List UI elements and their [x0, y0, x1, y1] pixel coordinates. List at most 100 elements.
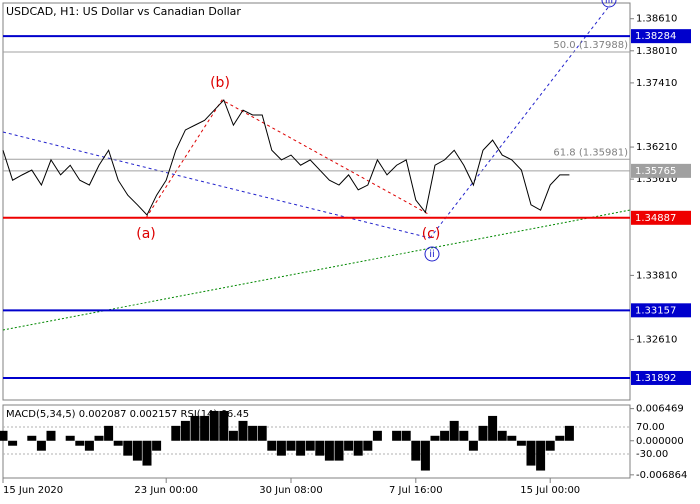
macd-bar	[353, 440, 363, 456]
macd-bar	[459, 430, 469, 441]
level-label: 1.33157	[635, 305, 676, 316]
macd-bar	[257, 425, 267, 441]
macd-bar	[488, 415, 498, 441]
level-label-box	[631, 303, 691, 318]
x-tick-label: 7 Jul 16:00	[389, 485, 443, 496]
y2-tick-label: 70.00	[636, 422, 665, 433]
wave-label: (a)	[136, 226, 156, 242]
indicator-title: MACD(5,34,5) 0.002087 0.002157 RSI(14) 6…	[6, 409, 249, 420]
y-tick-label: 1.38010	[636, 46, 677, 57]
macd-bar	[334, 440, 344, 461]
macd-bar	[555, 435, 565, 441]
y-tick-label: 1.33810	[636, 270, 677, 281]
macd-bar	[564, 425, 574, 441]
indicator-frame	[2, 404, 631, 479]
wave-label: (c)	[422, 226, 441, 242]
macd-bar	[267, 440, 277, 451]
macd-bar	[411, 440, 421, 461]
y-tick-label: 0.006469	[636, 404, 684, 415]
macd-bar	[507, 435, 517, 441]
price-line	[2, 99, 570, 216]
main-frame	[2, 2, 631, 401]
macd-bar	[344, 440, 354, 451]
y-tick-label: 1.36210	[636, 142, 677, 153]
macd-bar	[526, 440, 536, 466]
macd-bar	[219, 410, 229, 441]
y-tick-label: -0.006864	[636, 470, 687, 481]
chart-title: USDCAD, H1: US Dollar vs Canadian Dollar	[6, 5, 241, 18]
level-label: 1.31892	[635, 373, 676, 384]
level-label-box	[631, 163, 691, 178]
wave-label: ii	[429, 249, 435, 260]
macd-bar	[324, 440, 334, 461]
macd-bar	[209, 410, 219, 441]
macd-bar	[468, 440, 478, 451]
fib-label: 50.0 (1.37988)	[553, 40, 628, 51]
macd-bar	[401, 430, 411, 441]
level-label-box	[631, 29, 691, 44]
macd-bar	[478, 425, 488, 441]
y2-tick-label: -30.00	[636, 449, 668, 460]
macd-bar	[440, 430, 450, 441]
y-tick-label: 0.000000	[636, 436, 684, 447]
level-label: 1.38284	[635, 31, 676, 42]
macd-bar	[497, 430, 507, 441]
macd-bar	[180, 420, 190, 441]
wave-label: iii	[605, 0, 613, 6]
macd-bar	[65, 435, 75, 441]
macd-bar	[123, 440, 133, 456]
macd-bar	[75, 440, 85, 446]
macd-bar	[94, 435, 104, 441]
x-tick-label: 15 Jul 00:00	[520, 485, 580, 496]
macd-bar	[46, 430, 56, 441]
macd-bar	[305, 440, 315, 451]
macd-bar	[190, 415, 200, 441]
macd-bar	[152, 440, 162, 451]
macd-bar	[171, 425, 181, 441]
macd-bar	[142, 440, 152, 466]
macd-bar	[200, 415, 210, 441]
wave-circle	[424, 246, 440, 262]
x-tick-label: 15 Jun 2020	[3, 485, 63, 496]
macd-bar	[363, 440, 373, 451]
macd-bar	[36, 440, 46, 451]
level-label: 1.34887	[635, 213, 676, 224]
macd-bar	[430, 435, 440, 441]
macd-bar	[372, 430, 382, 441]
level-label: 1.35765	[635, 166, 676, 177]
macd-bar	[545, 440, 555, 451]
macd-bar	[27, 435, 37, 441]
macd-bar	[315, 440, 325, 456]
y-tick-label: 1.35610	[636, 174, 677, 185]
macd-bar	[132, 440, 142, 461]
wave-line	[429, 4, 611, 239]
y-tick-label: 1.37410	[636, 78, 677, 89]
macd-bar	[536, 440, 546, 471]
macd-bar	[238, 420, 248, 441]
moving-average	[2, 209, 631, 331]
y-tick-label: 1.38610	[636, 14, 677, 25]
macd-bar	[0, 430, 8, 441]
macd-bar	[276, 440, 286, 456]
macd-bar	[8, 440, 18, 446]
macd-bar	[420, 440, 430, 471]
wave-abc-line	[145, 99, 431, 219]
x-tick-label: 30 Jun 08:00	[259, 485, 323, 496]
wave-circle	[601, 0, 617, 8]
wave-label: (b)	[210, 75, 230, 91]
fib-label: 61.8 (1.35981)	[553, 147, 628, 158]
macd-bar	[296, 440, 306, 456]
macd-bar	[113, 440, 123, 446]
macd-bar	[392, 430, 402, 441]
trend-line	[2, 131, 431, 239]
macd-bar	[228, 430, 238, 441]
y-tick-label: 1.32610	[636, 335, 677, 346]
macd-bar	[84, 440, 94, 451]
x-tick-label: 23 Jun 00:00	[134, 485, 198, 496]
macd-bar	[449, 420, 459, 441]
macd-bar	[248, 425, 258, 441]
level-label-box	[631, 210, 691, 225]
level-label-box	[631, 370, 691, 385]
macd-bar	[516, 440, 526, 446]
